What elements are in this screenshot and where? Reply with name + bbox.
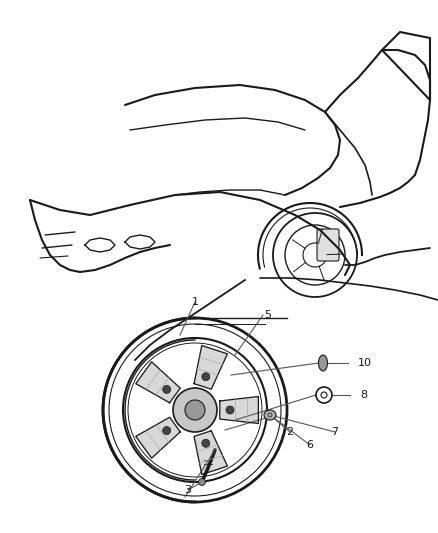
Ellipse shape [264, 410, 276, 420]
FancyBboxPatch shape [317, 229, 339, 261]
Circle shape [162, 426, 171, 434]
Circle shape [202, 373, 210, 381]
Text: 3: 3 [184, 485, 191, 495]
Polygon shape [136, 417, 180, 458]
Circle shape [226, 406, 234, 414]
Text: 1: 1 [191, 297, 198, 307]
Polygon shape [220, 397, 258, 424]
Ellipse shape [318, 355, 328, 371]
Polygon shape [136, 362, 180, 403]
Polygon shape [194, 345, 227, 389]
Text: 6: 6 [307, 440, 314, 450]
Text: 5: 5 [265, 310, 272, 320]
Circle shape [162, 385, 171, 393]
Circle shape [198, 479, 205, 486]
Text: 2: 2 [286, 427, 293, 437]
Text: 7: 7 [332, 427, 339, 437]
Circle shape [173, 388, 217, 432]
Circle shape [185, 400, 205, 420]
Circle shape [202, 439, 210, 447]
Text: 10: 10 [358, 358, 372, 368]
Text: 8: 8 [360, 390, 367, 400]
Polygon shape [194, 431, 227, 474]
